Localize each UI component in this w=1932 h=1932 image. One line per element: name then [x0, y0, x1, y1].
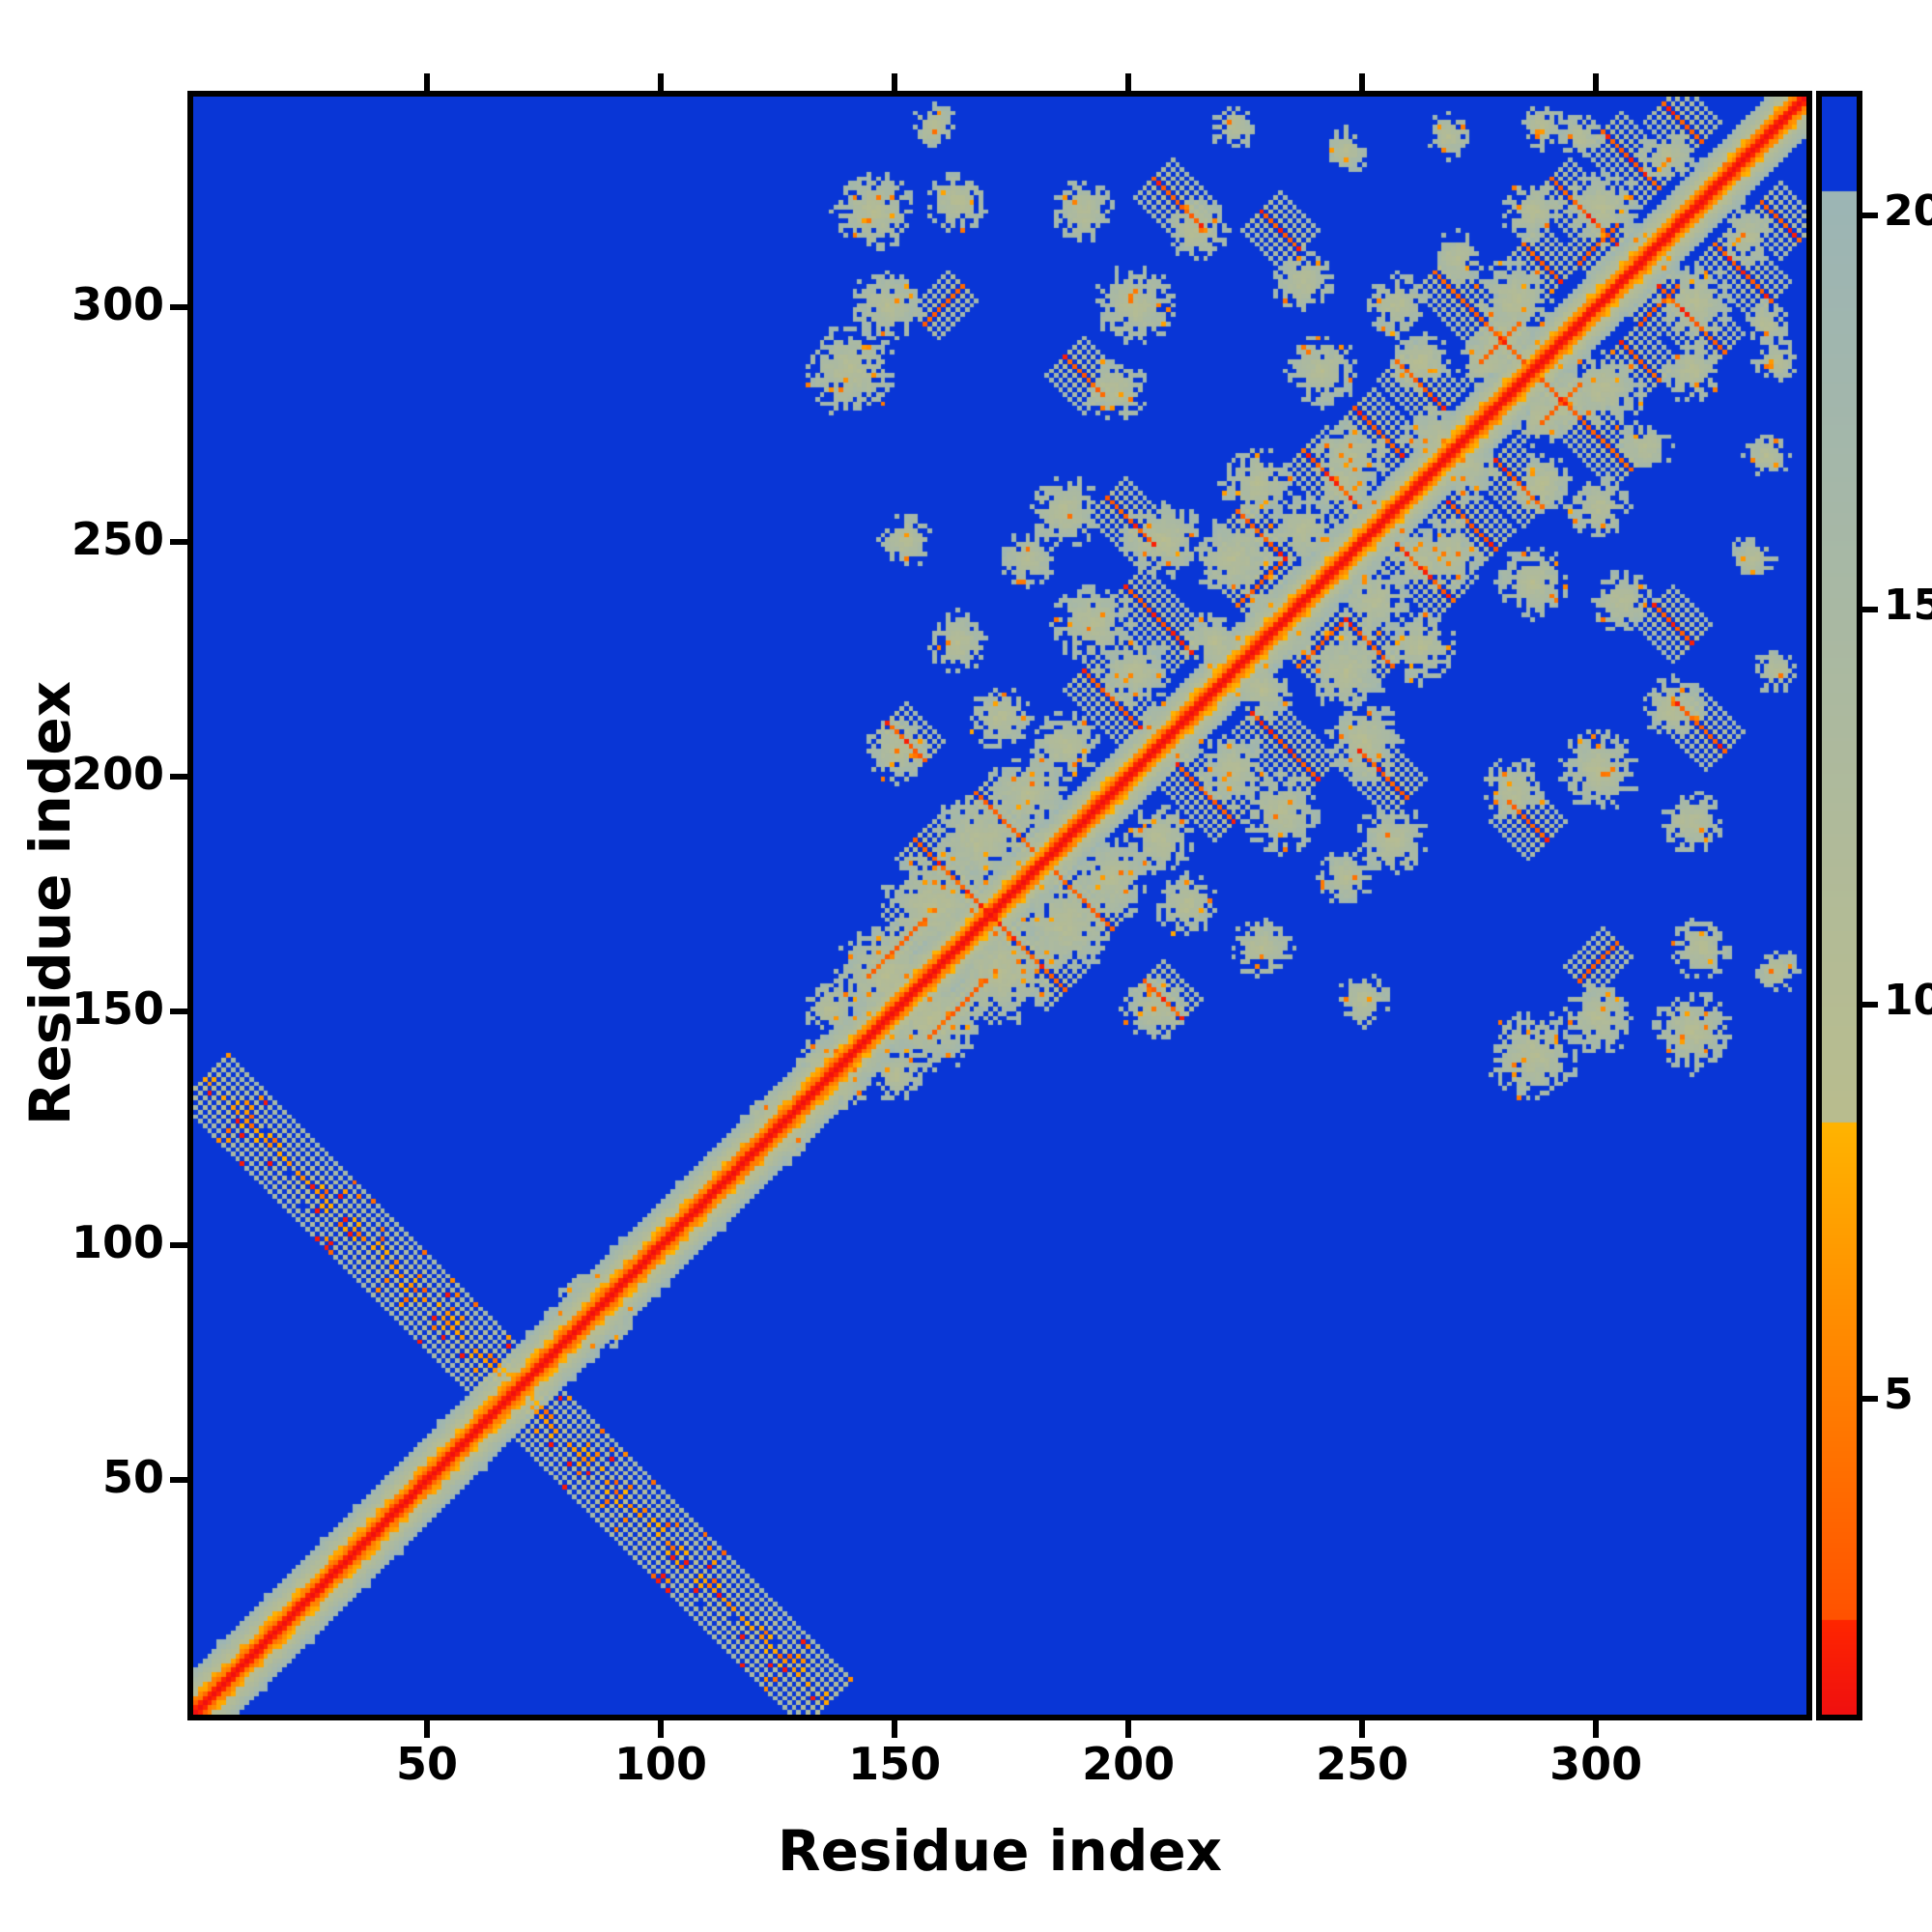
y-tick-label: 100 — [71, 1216, 164, 1269]
colorbar — [1816, 91, 1862, 1720]
x-tick-mark-bottom — [424, 1720, 431, 1738]
x-tick-label: 50 — [396, 1738, 459, 1790]
y-tick-label: 150 — [71, 981, 164, 1035]
y-tick-mark — [170, 539, 187, 546]
y-tick-label: 300 — [71, 278, 164, 331]
y-tick-mark — [170, 304, 187, 311]
x-tick-mark-bottom — [1125, 1720, 1132, 1738]
x-tick-mark-bottom — [1359, 1720, 1366, 1738]
colorbar-tick-label: 15 — [1884, 581, 1932, 631]
x-axis-label: Residue index — [777, 1818, 1223, 1884]
x-tick-mark-top — [1125, 73, 1132, 91]
x-tick-label: 300 — [1549, 1738, 1643, 1790]
y-tick-label: 200 — [71, 747, 164, 800]
x-tick-mark-top — [1593, 73, 1600, 91]
x-tick-label: 200 — [1082, 1738, 1176, 1790]
colorbar-tick-mark — [1862, 1396, 1878, 1403]
x-tick-mark-top — [892, 73, 898, 91]
x-tick-label: 100 — [614, 1738, 708, 1790]
y-tick-label: 250 — [71, 513, 164, 566]
x-tick-mark-bottom — [892, 1720, 898, 1738]
x-tick-label: 250 — [1316, 1738, 1409, 1790]
colorbar-tick-label: 10 — [1884, 975, 1932, 1025]
heatmap-canvas — [193, 97, 1806, 1715]
x-tick-mark-top — [658, 73, 665, 91]
y-tick-label: 50 — [101, 1451, 164, 1504]
colorbar-tick-label: 20 — [1884, 185, 1932, 236]
x-tick-mark-top — [1359, 73, 1366, 91]
colorbar-tick-mark — [1862, 607, 1878, 613]
y-tick-mark — [170, 773, 187, 780]
y-tick-mark — [170, 1242, 187, 1249]
y-tick-mark — [170, 1477, 187, 1484]
x-tick-label: 150 — [848, 1738, 942, 1790]
y-tick-mark — [170, 1008, 187, 1014]
colorbar-tick-mark — [1862, 1001, 1878, 1008]
colorbar-canvas — [1822, 97, 1857, 1715]
colorbar-tick-mark — [1862, 212, 1878, 218]
x-tick-mark-bottom — [658, 1720, 665, 1738]
x-tick-mark-bottom — [1593, 1720, 1600, 1738]
plot-area — [187, 91, 1812, 1720]
x-tick-mark-top — [424, 73, 431, 91]
colorbar-tick-label: 5 — [1884, 1370, 1914, 1420]
